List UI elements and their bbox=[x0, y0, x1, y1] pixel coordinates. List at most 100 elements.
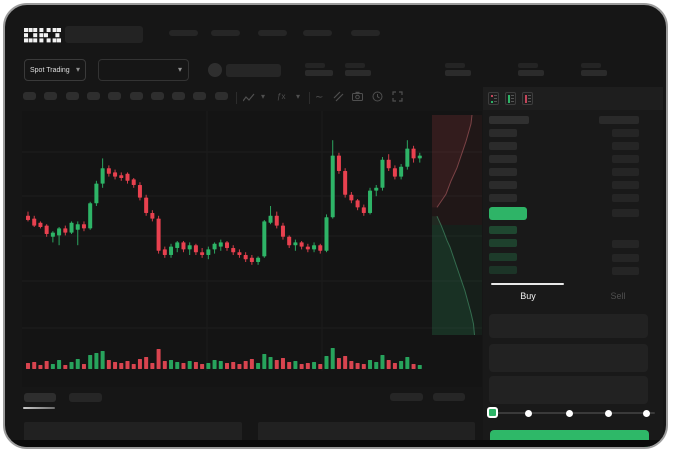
bottom-tab[interactable] bbox=[69, 393, 102, 402]
timeframe-button-skeleton[interactable] bbox=[172, 92, 186, 100]
market-type-dropdown[interactable]: Spot Trading ▾ bbox=[24, 59, 86, 81]
chart-type-icon[interactable] bbox=[242, 91, 256, 105]
timeframe-button-skeleton[interactable] bbox=[23, 92, 36, 100]
ask-amount-bar[interactable] bbox=[612, 194, 639, 202]
nav-item-skeleton[interactable] bbox=[211, 30, 240, 36]
ask-price-bar[interactable] bbox=[489, 181, 517, 189]
price-input[interactable] bbox=[489, 314, 648, 338]
ticker-stat-skeleton bbox=[445, 63, 475, 77]
book-bids-icon[interactable] bbox=[505, 92, 516, 105]
ticker-label-skeleton bbox=[581, 63, 601, 68]
amount-slider[interactable] bbox=[483, 405, 663, 421]
bid-amount-bar[interactable] bbox=[612, 253, 639, 262]
ask-price-bar[interactable] bbox=[489, 155, 517, 163]
nav-item-skeleton[interactable] bbox=[258, 30, 287, 36]
ticker-label-skeleton bbox=[518, 63, 538, 68]
ticker-label-skeleton bbox=[445, 63, 465, 68]
ticker-stat-skeleton bbox=[518, 63, 548, 77]
slider-track[interactable] bbox=[491, 412, 655, 414]
timeframe-button-skeleton[interactable] bbox=[108, 92, 122, 100]
nav-item-skeleton[interactable] bbox=[303, 30, 332, 36]
timeframe-button-skeleton[interactable] bbox=[86, 92, 100, 100]
chart-toolbar: ▾ ƒx ▾ ∼ bbox=[5, 89, 480, 109]
chevron-down-icon[interactable]: ▾ bbox=[296, 92, 301, 101]
slider-stop-dot[interactable] bbox=[566, 409, 573, 417]
book-both-icon[interactable] bbox=[488, 92, 499, 105]
book-col-header-price bbox=[489, 116, 529, 124]
ticker-stat-skeleton bbox=[581, 63, 611, 77]
ticker-value-skeleton bbox=[345, 70, 371, 76]
timeframe-button-skeleton[interactable] bbox=[129, 92, 143, 100]
ticker-label-skeleton bbox=[305, 63, 325, 68]
timeframe-button-skeleton[interactable] bbox=[150, 92, 164, 100]
timeframe-button-skeleton[interactable] bbox=[193, 92, 207, 100]
compare-icon[interactable] bbox=[333, 91, 344, 102]
ticker-value-skeleton bbox=[518, 70, 544, 76]
bottom-tab-active[interactable] bbox=[24, 393, 56, 402]
tab-sell[interactable]: Sell bbox=[610, 291, 626, 301]
fullscreen-icon[interactable] bbox=[392, 91, 403, 102]
active-tab-indicator bbox=[491, 283, 564, 285]
tab-buy[interactable]: Buy bbox=[520, 291, 536, 301]
nav-item-skeleton[interactable] bbox=[169, 30, 198, 36]
total-input[interactable] bbox=[489, 376, 648, 404]
ask-amount-bar[interactable] bbox=[612, 155, 639, 163]
ask-price-bar[interactable] bbox=[489, 168, 517, 176]
indicator-icon[interactable]: ƒx bbox=[277, 92, 286, 101]
ask-amount-bar[interactable] bbox=[612, 181, 639, 189]
bid-price-bar[interactable] bbox=[489, 239, 517, 248]
history-icon[interactable] bbox=[372, 91, 383, 102]
ask-amount-bar[interactable] bbox=[612, 129, 639, 137]
timeframe-button-skeleton[interactable] bbox=[214, 92, 228, 100]
ticker-value-skeleton bbox=[581, 70, 607, 76]
amount-input[interactable] bbox=[489, 344, 648, 372]
ask-price-bar[interactable] bbox=[489, 194, 517, 202]
ask-price-bar[interactable] bbox=[489, 142, 517, 150]
subheader: Spot Trading ▾ ▾ bbox=[5, 55, 666, 87]
order-book-toolbar bbox=[483, 87, 663, 110]
account-skeleton bbox=[226, 64, 281, 77]
bid-amount-bar[interactable] bbox=[612, 240, 639, 249]
bottom-action-button[interactable] bbox=[390, 393, 423, 401]
last-amount-bar[interactable] bbox=[612, 209, 639, 217]
pair-select[interactable]: ▾ bbox=[98, 59, 189, 81]
slider-stop-dot[interactable] bbox=[643, 409, 650, 417]
search-input[interactable] bbox=[65, 26, 143, 43]
slider-handle[interactable] bbox=[487, 407, 498, 418]
book-asks-icon[interactable] bbox=[522, 92, 533, 105]
bid-price-bar[interactable] bbox=[489, 266, 517, 275]
nav-item-skeleton[interactable] bbox=[351, 30, 380, 36]
slider-stop-dot[interactable] bbox=[605, 409, 612, 417]
divider bbox=[236, 92, 237, 104]
timeframe-button-skeleton[interactable] bbox=[65, 92, 79, 100]
ask-amount-bar[interactable] bbox=[612, 142, 639, 150]
active-tab-underline bbox=[23, 407, 55, 409]
last-price-badge[interactable] bbox=[489, 207, 527, 220]
bid-amount-bar[interactable] bbox=[612, 267, 639, 276]
timeframe-button-skeleton[interactable] bbox=[44, 92, 58, 100]
slider-stop-dot[interactable] bbox=[525, 409, 532, 417]
chevron-down-icon: ▾ bbox=[75, 65, 80, 74]
window-bezel bbox=[5, 440, 666, 447]
ticker-value-skeleton bbox=[305, 70, 333, 76]
bid-price-bar[interactable] bbox=[489, 226, 517, 234]
divider bbox=[309, 92, 310, 104]
ticker-value-skeleton bbox=[445, 70, 471, 76]
bid-price-bar[interactable] bbox=[489, 252, 517, 261]
ticker-stat-skeleton bbox=[345, 63, 375, 77]
ask-price-bar[interactable] bbox=[489, 129, 517, 137]
camera-icon[interactable] bbox=[352, 91, 363, 101]
chevron-down-icon[interactable]: ▾ bbox=[261, 92, 266, 101]
okx-logo[interactable] bbox=[24, 28, 61, 43]
price-chart[interactable] bbox=[22, 111, 482, 387]
book-col-header-amount bbox=[599, 116, 639, 124]
trade-tabs: Buy Sell bbox=[483, 285, 663, 313]
ticker-label-skeleton bbox=[345, 63, 365, 68]
ask-amount-bar[interactable] bbox=[612, 168, 639, 176]
bottom-action-button[interactable] bbox=[433, 393, 465, 401]
avatar[interactable] bbox=[208, 63, 222, 77]
ticker-stat-skeleton bbox=[305, 63, 335, 77]
chevron-down-icon: ▾ bbox=[177, 65, 182, 74]
trendline-icon[interactable]: ∼ bbox=[315, 92, 324, 103]
market-type-label: Spot Trading bbox=[30, 66, 70, 74]
